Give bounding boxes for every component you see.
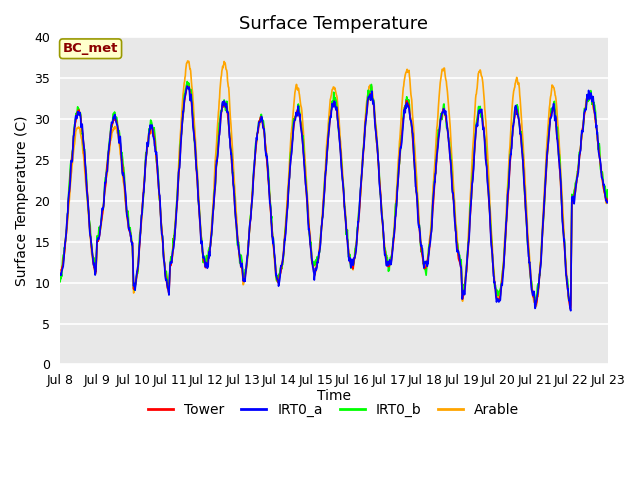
Legend: Tower, IRT0_a, IRT0_b, Arable: Tower, IRT0_a, IRT0_b, Arable	[143, 397, 525, 423]
Title: Surface Temperature: Surface Temperature	[239, 15, 428, 33]
Text: BC_met: BC_met	[63, 42, 118, 55]
Y-axis label: Surface Temperature (C): Surface Temperature (C)	[15, 116, 29, 286]
X-axis label: Time: Time	[317, 388, 351, 403]
